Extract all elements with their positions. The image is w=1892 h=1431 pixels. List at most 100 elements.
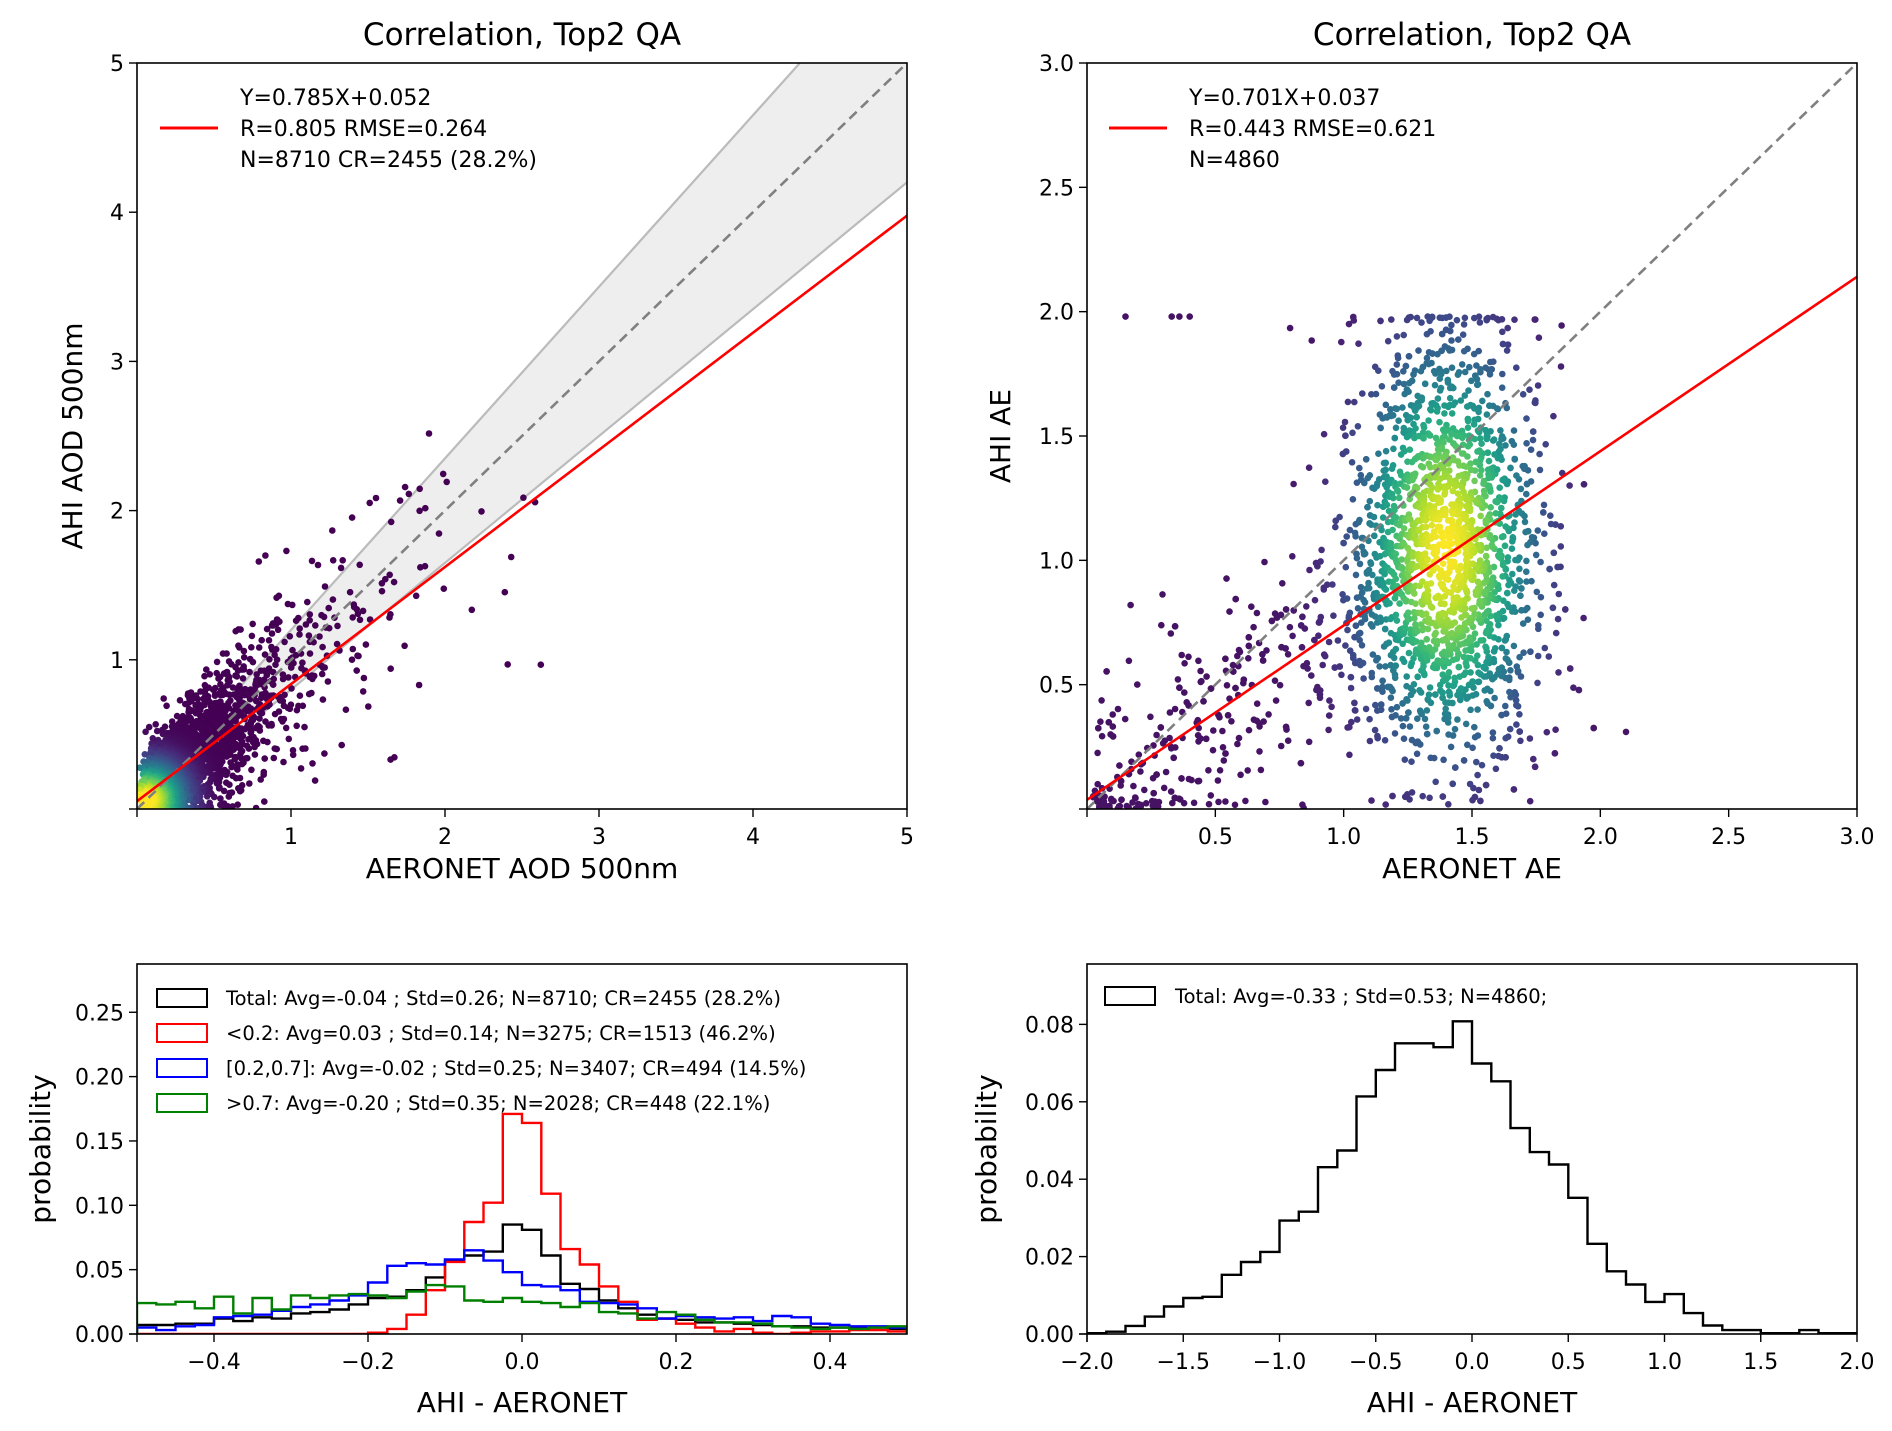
data-point	[1404, 609, 1412, 616]
data-point	[1513, 472, 1520, 479]
data-point	[246, 780, 253, 787]
data-point	[1420, 435, 1427, 442]
data-point	[1400, 380, 1408, 388]
data-point	[1426, 432, 1434, 439]
data-point	[258, 636, 266, 644]
data-point	[1464, 443, 1472, 450]
data-point	[271, 745, 279, 752]
data-point	[1546, 565, 1553, 573]
data-point	[1468, 642, 1475, 650]
data-point	[1242, 797, 1249, 805]
axes-frame	[136, 62, 908, 810]
data-point	[217, 795, 224, 802]
data-point	[1392, 645, 1400, 653]
data-point	[396, 497, 404, 504]
y-axis-label: AHI AOD 500nm	[56, 323, 89, 550]
data-point	[1432, 370, 1439, 377]
data-point	[239, 675, 247, 682]
data-point	[236, 787, 244, 795]
data-point	[333, 640, 341, 648]
data-point	[1169, 799, 1176, 807]
data-point	[1358, 589, 1366, 596]
data-point	[266, 656, 273, 663]
data-point	[1540, 501, 1548, 509]
data-point	[1424, 592, 1432, 599]
data-point	[1188, 776, 1195, 784]
data-point	[1153, 771, 1160, 778]
data-point	[1336, 513, 1343, 521]
data-point	[1185, 653, 1192, 661]
data-point	[1471, 723, 1478, 731]
data-point	[1311, 636, 1318, 644]
data-point	[1248, 603, 1255, 610]
data-point	[1444, 616, 1451, 624]
data-point	[1223, 575, 1230, 582]
data-point	[1402, 362, 1410, 370]
data-point	[520, 494, 527, 502]
data-point	[1460, 321, 1468, 328]
data-point	[329, 557, 337, 564]
data-point	[1510, 786, 1518, 793]
data-point	[1389, 792, 1396, 800]
data-point	[1366, 472, 1374, 479]
data-point	[1518, 607, 1525, 614]
data-point	[268, 630, 276, 637]
data-point	[245, 745, 253, 752]
data-point	[206, 671, 214, 678]
data-point	[1441, 428, 1448, 435]
data-point	[1461, 620, 1469, 627]
data-point	[1367, 560, 1375, 568]
data-point	[1495, 621, 1502, 629]
data-point	[1388, 685, 1395, 693]
data-point	[1557, 543, 1565, 550]
data-point	[1405, 709, 1412, 716]
data-point	[1509, 538, 1516, 545]
data-point	[1205, 767, 1212, 774]
data-point	[256, 715, 263, 722]
data-point	[1590, 724, 1597, 732]
data-point	[1150, 789, 1157, 797]
data-point	[1387, 694, 1395, 701]
data-point	[1374, 732, 1381, 740]
data-point	[1542, 441, 1549, 448]
data-point	[1418, 639, 1425, 647]
data-point	[1352, 707, 1359, 714]
data-point	[1501, 637, 1509, 644]
data-point	[1439, 314, 1446, 322]
data-point	[248, 632, 256, 640]
data-point	[1523, 490, 1530, 498]
data-point	[1392, 611, 1400, 619]
data-point	[1486, 534, 1493, 541]
data-point	[1446, 384, 1454, 392]
data-point	[217, 801, 224, 809]
data-point	[1482, 520, 1490, 527]
data-point	[283, 547, 290, 555]
data-point	[1460, 347, 1468, 355]
data-point	[1382, 466, 1389, 474]
data-point	[260, 771, 268, 778]
data-point	[1245, 642, 1253, 650]
data-point	[1406, 723, 1414, 730]
data-point	[270, 754, 278, 762]
data-point	[1298, 644, 1306, 651]
data-point	[321, 750, 328, 757]
data-point	[354, 610, 362, 618]
data-point	[1448, 364, 1456, 372]
data-point	[1448, 337, 1455, 344]
data-point	[1498, 533, 1506, 541]
data-point	[137, 786, 144, 793]
data-point	[1176, 684, 1183, 691]
data-point	[1429, 619, 1437, 627]
data-point	[1410, 681, 1418, 688]
data-point	[302, 621, 310, 628]
data-point	[1317, 558, 1324, 565]
data-point	[1279, 580, 1286, 587]
data-point	[304, 598, 311, 606]
data-point	[1456, 673, 1463, 680]
data-point	[1419, 429, 1427, 436]
data-point	[1487, 488, 1494, 495]
data-point	[349, 645, 357, 653]
data-point	[1547, 512, 1554, 519]
data-point	[1474, 448, 1481, 455]
data-point	[1383, 501, 1391, 509]
